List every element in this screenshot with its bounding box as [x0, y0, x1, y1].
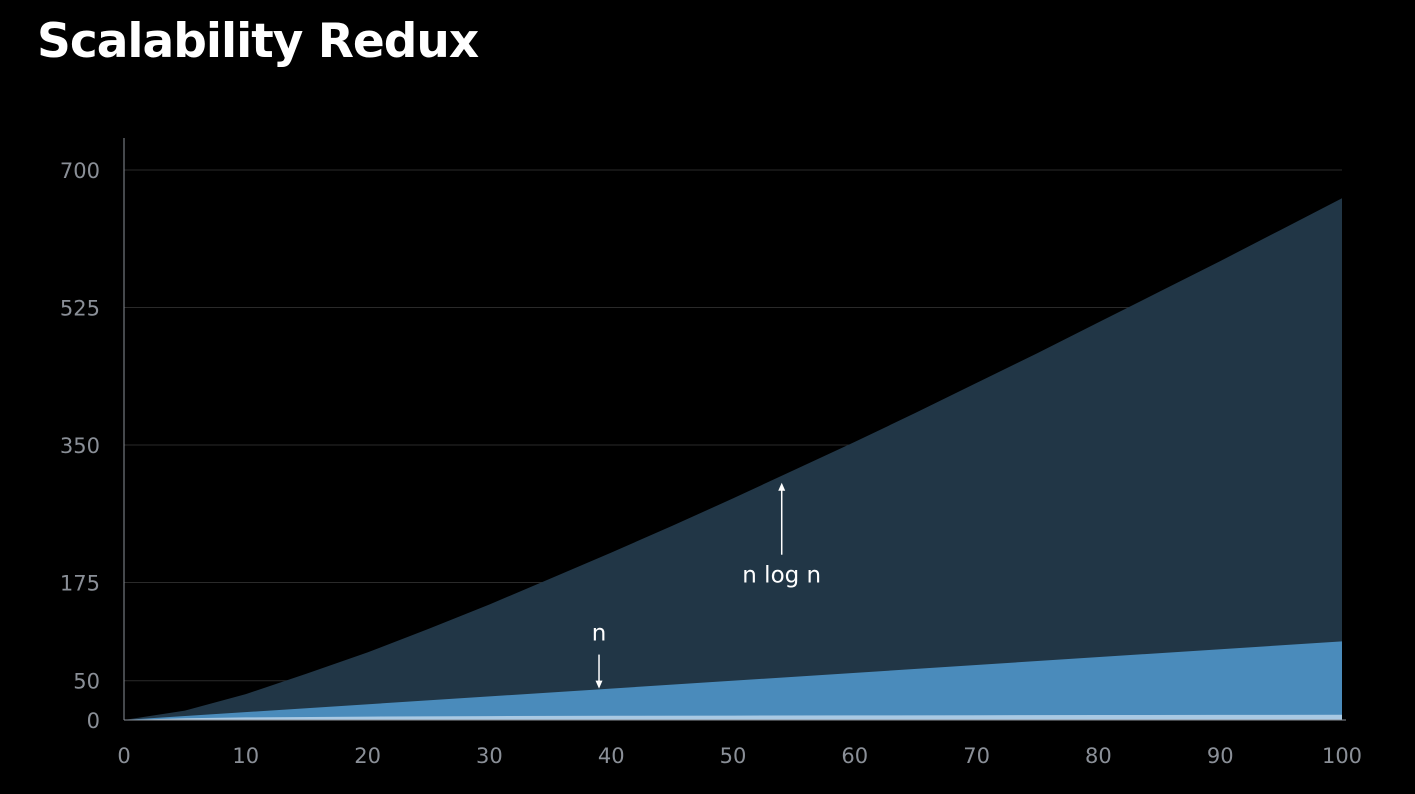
annotation-arrow-head — [595, 680, 603, 689]
axes — [123, 138, 1346, 721]
annotation-n: n — [592, 621, 607, 689]
x-tick-label-30: 30 — [476, 744, 503, 768]
x-tick-label-80: 80 — [1085, 744, 1112, 768]
x-tick-label-100: 100 — [1322, 744, 1362, 768]
y-tick-label-350: 350 — [60, 434, 100, 458]
series-areas — [124, 198, 1342, 721]
y-tick-label-50: 50 — [73, 670, 100, 694]
annotation-label: n — [592, 621, 607, 647]
x-tick-label-0: 0 — [117, 744, 130, 768]
area-n — [124, 641, 1342, 720]
x-tick-label-70: 70 — [963, 744, 990, 768]
y-tick-label-525: 525 — [60, 297, 100, 321]
annotation-nlogn: n log n — [742, 482, 821, 589]
area-logn — [124, 714, 1342, 720]
annotation-label: n log n — [742, 563, 821, 589]
annotation-arrow-head — [778, 482, 786, 491]
x-tick-label-40: 40 — [598, 744, 625, 768]
x-tick-label-60: 60 — [841, 744, 868, 768]
x-tick-label-50: 50 — [720, 744, 747, 768]
x-tick-label-20: 20 — [354, 744, 381, 768]
page-title: Scalability Redux — [37, 14, 479, 69]
y-tick-label-175: 175 — [60, 572, 100, 596]
x-tick-label-90: 90 — [1207, 744, 1234, 768]
x-tick-label-10: 10 — [232, 744, 259, 768]
y-tick-label-0: 0 — [87, 709, 100, 733]
tick-labels: 0 50 175 350 525 700 0 10 20 30 40 50 60 70 80 90 100 — [60, 159, 1362, 768]
y-tick-label-700: 700 — [60, 159, 100, 183]
annotations: n log n n — [592, 482, 821, 689]
area-nlogn — [124, 198, 1342, 721]
